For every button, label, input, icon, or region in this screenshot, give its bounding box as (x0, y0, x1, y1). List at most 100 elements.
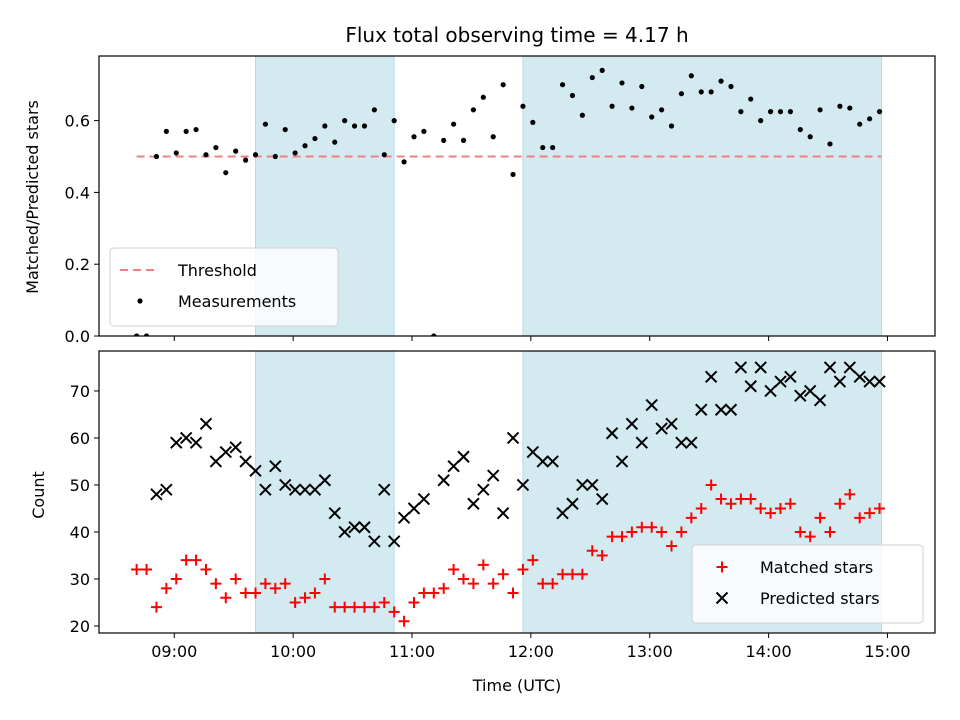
point-0-0-31 (441, 137, 447, 143)
point-1-1-61 (764, 384, 777, 398)
point-0-0-58 (708, 89, 714, 95)
point-1-1-30 (457, 450, 470, 463)
point-1-0-48 (606, 531, 618, 543)
point-0-0-32 (451, 121, 457, 127)
y-tick-label-1-0: 20 (70, 617, 90, 636)
point-1-1-33 (487, 469, 500, 482)
point-1-1-9 (239, 455, 252, 468)
point-1-1-27 (417, 492, 431, 506)
shaded-region-0-1 (522, 55, 883, 337)
point-0-0-74 (867, 116, 873, 122)
point-0-0-2 (153, 153, 160, 160)
point-1-1-28 (437, 474, 450, 487)
point-1-0-11 (240, 587, 252, 599)
point-1-0-41 (537, 578, 549, 590)
point-1-0-55 (675, 526, 687, 538)
point-1-0-6 (190, 554, 202, 566)
point-1-0-75 (874, 502, 886, 514)
point-0-0-49 (619, 80, 625, 86)
point-0-0-14 (272, 153, 278, 160)
point-1-0-69 (814, 512, 826, 524)
point-1-0-1 (141, 564, 153, 576)
point-1-1-63 (784, 370, 797, 384)
y-tick-label-0-1: 0.2 (65, 255, 90, 274)
point-0-0-37 (500, 82, 506, 88)
y-tick-label-0-0: 0.0 (65, 327, 90, 346)
point-1-1-11 (259, 483, 272, 496)
point-1-0-12 (250, 587, 262, 599)
point-0-0-29 (421, 128, 427, 134)
point-0-0-39 (520, 103, 526, 109)
point-1-1-68 (833, 375, 847, 388)
point-1-1-50 (655, 422, 668, 435)
point-1-1-52 (675, 436, 688, 449)
point-0-0-70 (827, 141, 833, 147)
point-1-1-72 (873, 375, 886, 388)
point-1-1-15 (298, 483, 312, 496)
point-0-0-54 (668, 123, 675, 129)
point-1-1-49 (645, 398, 658, 412)
point-0-0-44 (569, 92, 576, 99)
point-1-0-54 (666, 540, 678, 552)
point-0-0-30 (431, 333, 437, 336)
point-0-0-61 (738, 109, 744, 115)
point-1-1-59 (744, 380, 757, 393)
point-1-0-74 (864, 507, 876, 519)
point-1-0-60 (725, 498, 737, 510)
point-1-0-43 (557, 568, 569, 580)
point-1-1-32 (477, 483, 490, 496)
point-1-1-17 (318, 474, 332, 487)
x-tick-label-4: 13:00 (627, 642, 673, 661)
legend-swatch-matched (716, 561, 728, 573)
point-1-1-2 (170, 436, 183, 449)
point-1-0-66 (784, 498, 796, 510)
point-1-1-3 (179, 431, 193, 445)
point-0-0-20 (332, 139, 338, 145)
point-1-0-26 (388, 606, 400, 618)
point-0-0-75 (876, 109, 883, 115)
point-1-0-19 (319, 573, 331, 585)
point-0-0-69 (817, 107, 823, 113)
point-1-1-39 (546, 455, 559, 468)
point-1-0-9 (220, 592, 232, 604)
point-1-0-32 (448, 564, 460, 576)
point-1-0-2 (150, 601, 162, 613)
point-1-1-57 (724, 403, 738, 416)
point-1-0-42 (547, 578, 559, 590)
point-1-1-71 (863, 375, 876, 388)
point-1-1-53 (685, 436, 698, 449)
point-1-0-46 (586, 545, 598, 557)
legend-box-1 (691, 544, 924, 624)
point-1-0-25 (378, 596, 390, 608)
point-1-1-19 (338, 525, 351, 539)
point-0-0-72 (847, 105, 853, 111)
point-1-0-47 (596, 549, 608, 561)
point-1-0-52 (646, 521, 658, 533)
series-markers-0 (134, 67, 883, 336)
point-1-1-16 (308, 483, 322, 496)
point-1-1-1 (160, 483, 173, 496)
point-1-0-62 (745, 493, 757, 505)
point-1-0-8 (210, 578, 222, 590)
point-1-0-56 (685, 512, 697, 524)
point-0-0-36 (490, 134, 496, 140)
point-1-1-6 (209, 455, 223, 468)
legend-box-0 (109, 247, 339, 327)
point-1-1-56 (714, 403, 728, 416)
point-1-1-40 (556, 506, 569, 520)
legend-label-1-1: Predicted stars (760, 589, 880, 608)
point-1-1-10 (249, 464, 262, 478)
point-0-0-16 (292, 150, 298, 156)
point-0-0-50 (629, 105, 635, 111)
legend-swatch-measurements (137, 298, 143, 304)
y-tick-label-1-3: 50 (70, 476, 90, 495)
point-0-0-13 (262, 121, 269, 127)
point-1-0-59 (715, 493, 727, 505)
point-1-0-67 (794, 526, 806, 538)
point-0-0-65 (777, 109, 784, 115)
plot-frame-0 (98, 55, 936, 337)
point-1-1-43 (586, 478, 599, 492)
y-tick-label-1-5: 70 (70, 382, 90, 401)
point-0-0-42 (550, 144, 556, 151)
point-1-0-34 (467, 578, 479, 590)
